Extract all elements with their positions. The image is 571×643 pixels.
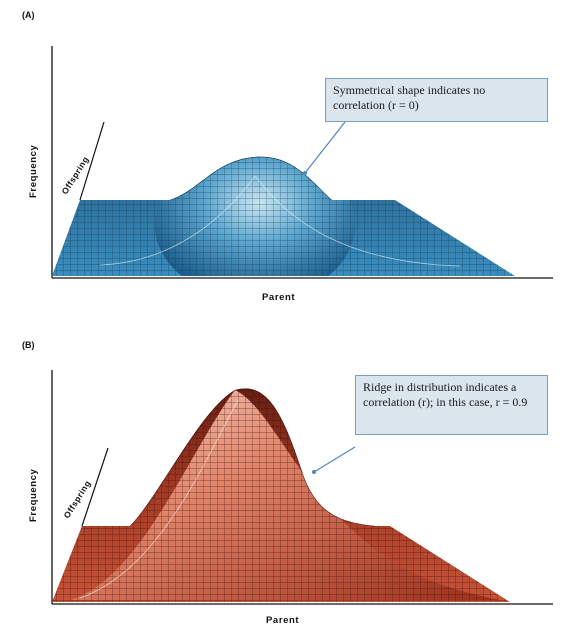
y-axis-label-a: Frequency <box>28 144 39 198</box>
panel-label-a: (A) <box>22 10 35 20</box>
panel-a-graphic <box>51 46 553 279</box>
depth-axis-b <box>81 447 109 527</box>
y-axis-label-b: Frequency <box>28 468 39 522</box>
x-axis-label-a: Parent <box>262 292 296 303</box>
panel-a: (A) Frequency Offspring Parent Symmetric… <box>0 0 571 318</box>
callout-arrow-a <box>304 121 346 174</box>
callout-arrow-b <box>313 446 356 473</box>
surface-a <box>52 156 515 276</box>
x-axis-label-b: Parent <box>266 615 300 626</box>
callout-b: Ridge in distribution indicates a correl… <box>355 375 548 435</box>
depth-axis-a <box>79 121 105 201</box>
panel-b: (B) Frequency Offspring Parent Ridge in … <box>0 330 571 643</box>
panel-label-b: (B) <box>22 340 35 350</box>
callout-a: Symmetrical shape indicates no correlati… <box>325 78 548 122</box>
